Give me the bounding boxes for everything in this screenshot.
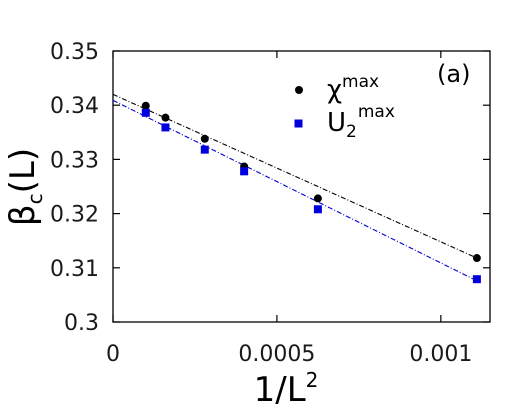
panel-label: (a) bbox=[437, 60, 470, 88]
data-point-chi bbox=[313, 194, 322, 203]
data-point-u2 bbox=[161, 123, 170, 132]
y-tick-label: 0.33 bbox=[50, 148, 99, 173]
y-axis-ticks: 0.3 0.31 0.32 0.33 0.34 0.35 bbox=[50, 40, 490, 336]
fit-line-chi bbox=[112, 93, 478, 259]
x-axis-ticks: 0 0.0005 0.001 bbox=[106, 51, 472, 367]
legend-label-u2: U2max bbox=[327, 102, 395, 142]
legend-chi-sup: max bbox=[342, 72, 379, 92]
legend-marker-chi bbox=[295, 86, 303, 94]
data-point-chi bbox=[161, 113, 170, 122]
x-axis-title: 1/L2 bbox=[254, 368, 319, 410]
y-tick-label: 0.35 bbox=[50, 40, 99, 65]
legend-u2-sup: max bbox=[358, 102, 395, 122]
data-points bbox=[141, 101, 481, 284]
data-point-u2 bbox=[472, 275, 481, 284]
x-tick-label: 0.0005 bbox=[238, 342, 315, 367]
fit-lines bbox=[112, 93, 478, 282]
y-tick-label: 0.31 bbox=[50, 257, 99, 282]
data-point-chi bbox=[141, 101, 150, 110]
y-axis-title-sub: c bbox=[23, 193, 47, 204]
data-point-chi bbox=[472, 254, 481, 263]
y-axis-title: βc(L) bbox=[3, 148, 47, 226]
plot-frame bbox=[112, 50, 491, 323]
y-tick-label: 0.32 bbox=[50, 203, 99, 228]
data-point-u2 bbox=[240, 167, 249, 176]
y-axis-title-rest: (L) bbox=[3, 148, 43, 193]
legend-chi-main: χ bbox=[327, 75, 342, 105]
data-point-u2 bbox=[141, 108, 150, 117]
legend-marker-u2 bbox=[294, 119, 303, 128]
x-axis-title-sup: 2 bbox=[306, 368, 319, 392]
legend-u2-sub: 2 bbox=[346, 122, 357, 142]
data-point-chi bbox=[200, 134, 209, 143]
fit-line-u2 bbox=[112, 99, 478, 282]
x-axis-title-main: 1/L bbox=[254, 370, 306, 410]
y-tick-label: 0.34 bbox=[50, 94, 99, 119]
y-tick-label: 0.3 bbox=[64, 311, 99, 336]
legend: χmax U2max bbox=[294, 72, 395, 142]
y-axis-title-main: β bbox=[3, 204, 43, 226]
x-tick-label: 0.001 bbox=[409, 342, 472, 367]
legend-u2-main: U bbox=[327, 108, 346, 138]
data-point-u2 bbox=[313, 205, 322, 214]
data-point-u2 bbox=[200, 145, 209, 154]
x-tick-label: 0 bbox=[106, 342, 120, 367]
legend-label-chi: χmax bbox=[327, 72, 379, 105]
